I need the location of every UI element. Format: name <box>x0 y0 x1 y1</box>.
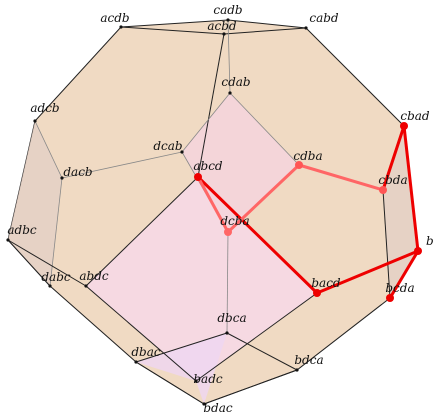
front-square <box>86 177 317 381</box>
vertex <box>194 173 202 181</box>
vertex-label: cbda <box>378 173 407 187</box>
vertex <box>119 25 123 29</box>
edge <box>203 369 298 405</box>
edge <box>181 92 231 153</box>
edge <box>135 332 228 363</box>
vertex-label: abcd <box>193 159 223 173</box>
vertex <box>414 247 422 255</box>
vertex-label: cdab <box>221 75 250 89</box>
vertex <box>379 186 387 194</box>
red-edge <box>381 125 406 191</box>
vertex-label: dcab <box>153 139 182 153</box>
vertex <box>48 284 52 288</box>
vertex-label: dbac <box>131 345 161 359</box>
vertex <box>134 360 138 364</box>
edge <box>135 361 205 405</box>
red-edge <box>226 163 301 234</box>
edge <box>85 176 199 287</box>
center-square <box>182 93 299 232</box>
vertex <box>180 150 184 154</box>
vertex <box>295 161 303 169</box>
vertex <box>400 122 408 130</box>
back-face <box>8 121 62 286</box>
edge <box>197 33 225 178</box>
edge <box>226 332 298 371</box>
vertex-label: cbad <box>400 109 430 123</box>
edge <box>7 239 87 287</box>
vertex-label: cdba <box>293 149 322 163</box>
vertex-label: bacd <box>311 276 341 290</box>
vertex <box>304 26 308 30</box>
edge <box>85 285 197 382</box>
red-edge <box>402 125 420 252</box>
vertex-label: dacb <box>63 165 92 179</box>
red-edge <box>388 250 420 299</box>
vertex <box>386 294 394 302</box>
vertex <box>202 402 206 406</box>
vertex-label: dcba <box>220 214 249 228</box>
vertex-label: cadb <box>213 3 242 17</box>
vertex <box>228 91 232 95</box>
red-edge <box>298 163 384 192</box>
vertex <box>84 284 88 288</box>
vertex-label: adbc <box>7 223 37 237</box>
edge <box>7 239 51 287</box>
vertex-label: bcda <box>385 281 414 295</box>
red-edge <box>196 175 319 295</box>
vertex-label: bdac <box>203 401 233 414</box>
edge <box>49 177 63 287</box>
vertex-label: abdc <box>79 269 109 283</box>
vertex-label: adcb <box>30 101 59 115</box>
edge <box>34 120 63 179</box>
vertex-label: badc <box>193 372 223 386</box>
vertex <box>194 379 198 383</box>
vertex-label: acdb <box>100 11 129 25</box>
red-edge <box>316 249 419 295</box>
vertex <box>295 368 299 372</box>
vertex <box>313 289 321 297</box>
vertex <box>226 18 230 22</box>
vertex <box>222 32 226 36</box>
edges <box>7 19 420 405</box>
edge <box>229 92 300 166</box>
vertex <box>224 228 232 236</box>
vertex-label: dabc <box>41 270 71 284</box>
vertex-label: acbd <box>207 19 237 33</box>
vertex-label: bdca <box>294 353 323 367</box>
vertex-label: cabd <box>309 11 339 25</box>
edge <box>227 19 231 94</box>
edge <box>61 151 183 179</box>
vertex <box>60 176 64 180</box>
edge <box>226 231 229 334</box>
edge <box>382 189 391 299</box>
edge <box>120 26 225 35</box>
vertex <box>6 238 10 242</box>
edge <box>223 27 307 35</box>
edge <box>195 292 318 382</box>
red-edge <box>196 176 230 233</box>
vertex <box>33 119 37 123</box>
vertex-label: dbca <box>217 311 246 325</box>
vertex <box>225 331 229 335</box>
